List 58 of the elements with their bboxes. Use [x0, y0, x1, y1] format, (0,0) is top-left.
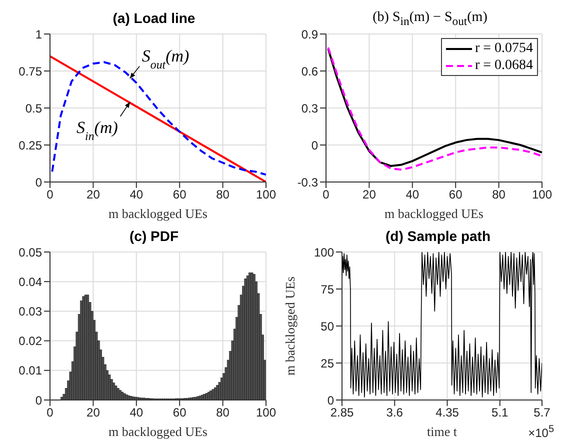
annotation: S$_{in}$(m)	[76, 118, 118, 144]
annotation: S$_{out}$(m)	[142, 46, 190, 72]
y-tick-label: 0.3	[301, 101, 318, 116]
y-tick-label: 0.5	[25, 101, 42, 116]
x-tick-label: 3.6	[386, 406, 404, 420]
x-tick-label: 5.7	[534, 406, 551, 420]
y-tick-label: 0	[311, 138, 318, 152]
y-tick-label: 0.75	[18, 64, 42, 78]
y-tick-label: 75	[320, 282, 334, 296]
y-tick-label: 0.9	[301, 27, 318, 42]
line-series	[342, 252, 542, 398]
x-tick-label: 80	[492, 188, 506, 202]
x-tick-label: 100	[256, 406, 276, 420]
x-axis-title: time t	[427, 424, 458, 439]
x-tick-label: 40	[130, 188, 144, 202]
x-tick-label: 60	[172, 406, 187, 420]
x-tick-label: 20	[86, 188, 100, 202]
x-tick-label: 2.85	[330, 406, 354, 420]
x-tick-label: 0	[46, 406, 54, 420]
x-tick-label: 40	[406, 188, 420, 202]
y-tick-label: 0.05	[18, 245, 42, 260]
x-tick-label: 0	[46, 188, 54, 202]
y-tick-label: 0.01	[18, 364, 42, 378]
x-tick-label: 20	[86, 406, 100, 420]
x-tick-label: 60	[448, 188, 463, 202]
y-tick-label: 0.25	[18, 138, 42, 152]
y-tick-label: 0	[35, 393, 42, 408]
x-tick-label: 5.1	[492, 406, 509, 420]
y-tick-label: -0.3	[297, 175, 318, 190]
legend-label: r = 0.0754	[474, 40, 533, 57]
chart-title: (a) Load line	[112, 9, 196, 28]
chart-title: (d) Sample path	[384, 227, 492, 246]
y-axis-title: m backlogged UEs	[282, 276, 298, 376]
x-tick-label: 4.35	[436, 406, 460, 420]
x-axis-title: m backlogged UEs	[108, 424, 208, 439]
y-tick-label: 0	[35, 175, 42, 190]
chart-title: (b) S$_{in}$(m) − S$_{out}$(m)	[372, 9, 488, 28]
x-axis-title: m backlogged UEs	[108, 206, 208, 221]
y-tick-label: 0.04	[18, 274, 42, 289]
x-tick-label: 80	[216, 406, 230, 420]
y-tick-label: 0	[327, 393, 334, 408]
y-tick-label: 0.02	[18, 334, 42, 348]
x-axis-title: m backlogged UEs	[384, 206, 484, 221]
x-tick-label: 60	[172, 188, 187, 202]
chart-title: (c) PDF	[128, 227, 180, 246]
y-tick-label: 1	[35, 27, 42, 42]
x-tick-label: 20	[362, 188, 376, 202]
legend-label: r = 0.0684	[474, 57, 533, 74]
y-tick-label: 0.6	[301, 64, 318, 78]
x-tick-label: 100	[532, 188, 552, 202]
y-tick-label: 0.03	[18, 304, 42, 318]
x-tick-label: 40	[130, 406, 144, 420]
x-tick-label: 100	[256, 188, 276, 202]
y-tick-label: 25	[320, 356, 334, 370]
text: ×10$^{5}$	[528, 424, 554, 440]
x-tick-label: 80	[216, 188, 230, 202]
y-tick-label: 100	[314, 245, 334, 260]
y-tick-label: 50	[320, 319, 334, 334]
